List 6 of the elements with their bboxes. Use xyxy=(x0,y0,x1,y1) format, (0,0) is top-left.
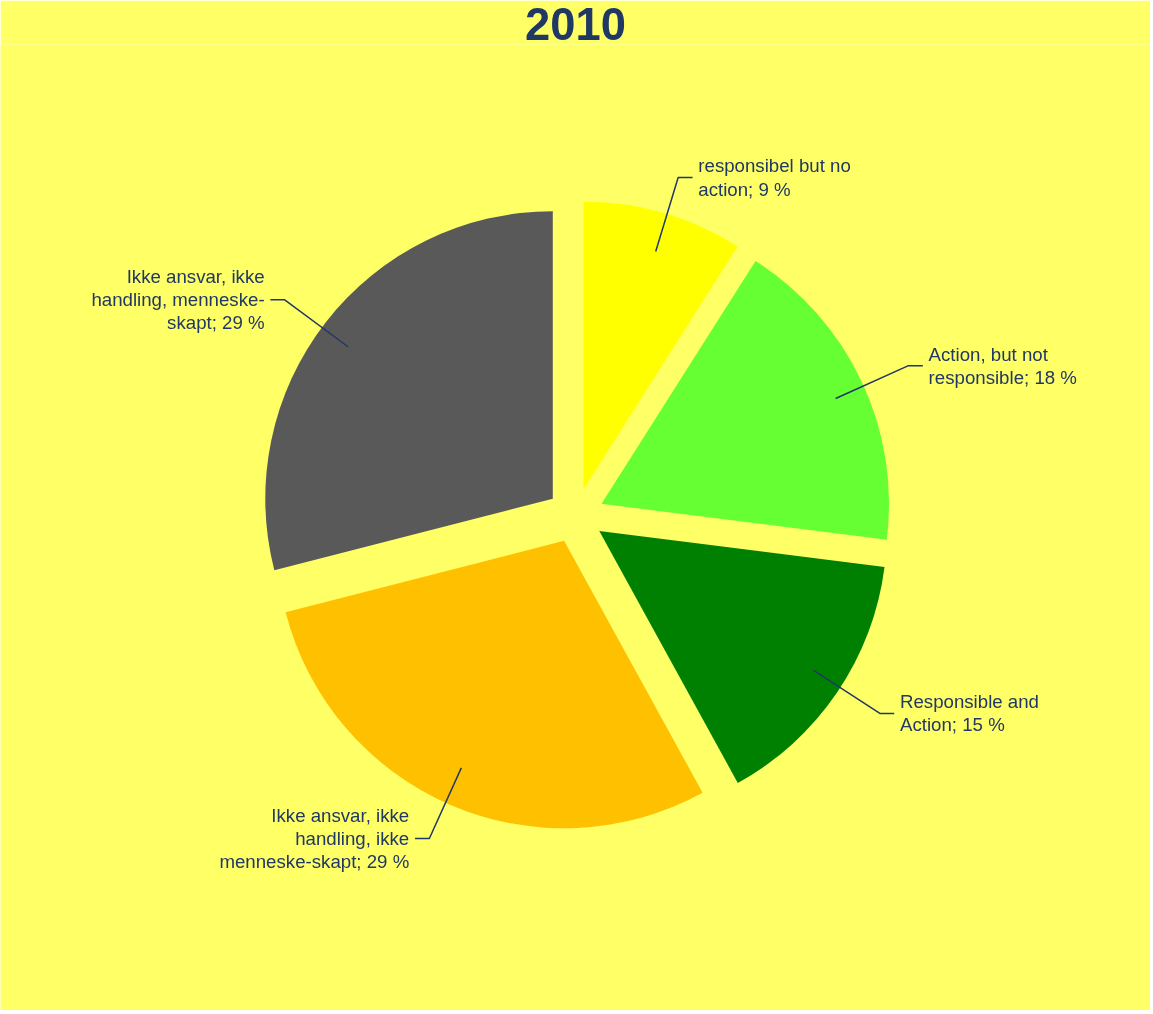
slice-label: Action, but not responsible; 18 % xyxy=(928,343,1077,388)
slice-label: responsibel but no action; 9 % xyxy=(698,155,851,200)
slice-label: Responsible and Action; 15 % xyxy=(899,691,1039,736)
slice-label: Ikke ansvar, ikke handling, ikke menneske-skapt; 29 % xyxy=(219,804,410,873)
slice-label: Ikke ansvar, ikke handling, menneske-skapt; 29 % xyxy=(91,266,265,334)
chart-title: 2010 xyxy=(525,0,626,50)
